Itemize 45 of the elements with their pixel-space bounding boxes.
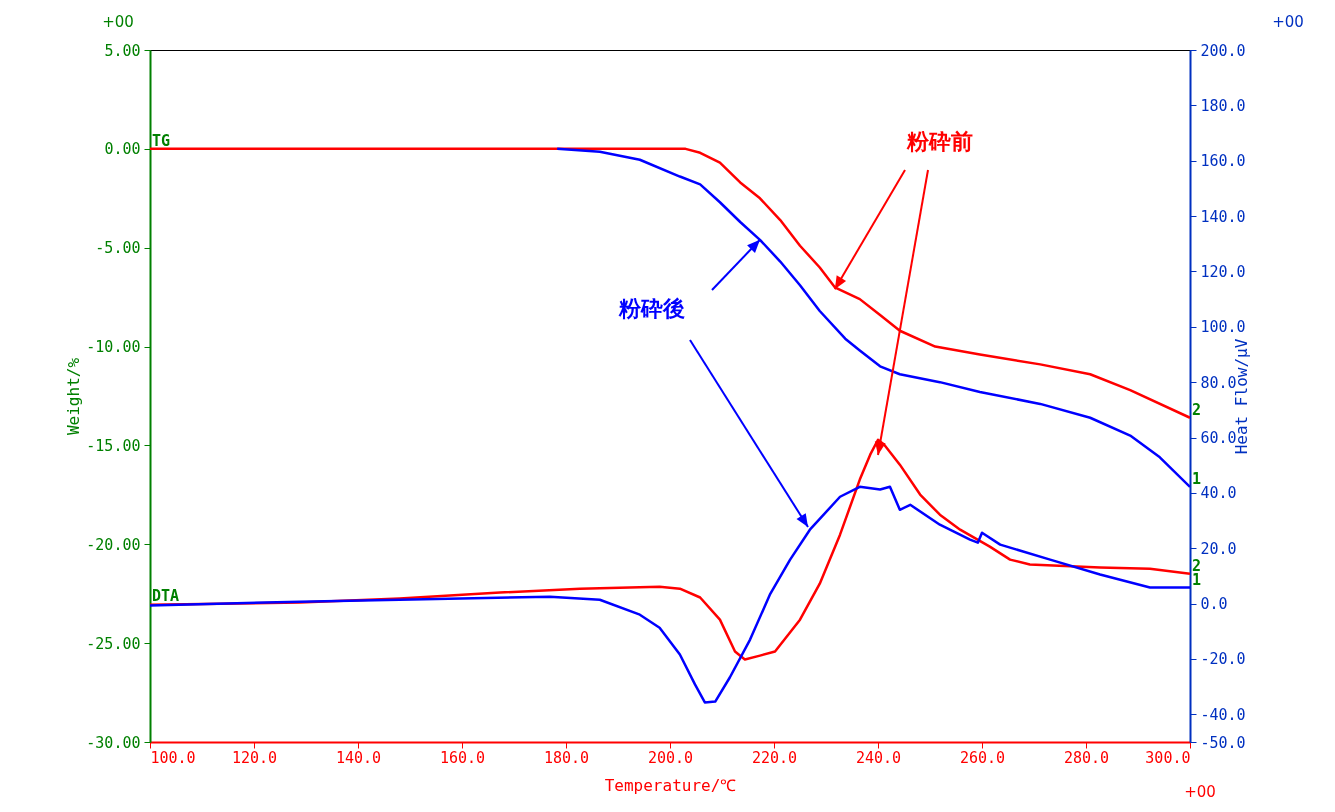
y2-tick-label: 20.0 (1200, 539, 1237, 558)
y2-tick-label: 0.0 (1200, 595, 1228, 614)
x-tick-label: 160.0 (439, 748, 486, 767)
annotation: 粉砕前 (906, 129, 973, 154)
y2-tick-label: -20.0 (1200, 650, 1246, 669)
y2-tick-label: 180.0 (1200, 96, 1246, 115)
y-tick-label: 5.00 (104, 41, 141, 60)
annotation: TG (152, 131, 171, 150)
x-tick-label: 220.0 (751, 748, 798, 767)
y2-tick-label: 80.0 (1200, 373, 1237, 392)
y2-tick-label: 120.0 (1200, 262, 1246, 281)
y-tick-label: -25.00 (86, 634, 141, 653)
y-tick-label: -20.00 (86, 535, 141, 554)
y-tick-label: -15.00 (86, 436, 141, 455)
y-tick-label: -5.00 (95, 239, 141, 258)
y2-tick-label: 140.0 (1200, 207, 1246, 226)
annotation: 1 (1192, 469, 1202, 488)
y2-tick-label: -50.0 (1200, 733, 1246, 752)
text: +00 (1184, 782, 1216, 801)
x-tick-label: 300.0 (1145, 748, 1191, 767)
annotation: 2 (1192, 400, 1202, 419)
y2-tick-label: 100.0 (1200, 318, 1246, 337)
x-tick-label: 180.0 (543, 748, 590, 767)
x-tick-label: 100.0 (150, 748, 196, 767)
x-tick-label: 280.0 (1063, 748, 1110, 767)
x-tick-label: 260.0 (959, 748, 1006, 767)
x-tick-label: 200.0 (647, 748, 694, 767)
annotation: DTA (152, 586, 180, 605)
y2-tick-label: 200.0 (1200, 41, 1246, 60)
annotation: 粉砕後 (618, 296, 685, 321)
y-tick-label: -10.00 (86, 338, 141, 357)
y-tick-label: 0.00 (104, 140, 141, 159)
x-tick-label: 240.0 (855, 748, 902, 767)
text: +00 (1272, 12, 1304, 31)
x-axis-title: Temperature/℃ (604, 775, 737, 795)
y-axis-title: Weight/% (64, 357, 84, 436)
y2-tick-label: 40.0 (1200, 484, 1237, 503)
y2-tick-label: -40.0 (1200, 705, 1246, 724)
line-series (150, 485, 1190, 704)
y-tick-label: -30.00 (86, 733, 141, 752)
text: +00 (102, 12, 134, 31)
y2-tick-label: 160.0 (1200, 152, 1246, 171)
x-tick-label: 120.0 (231, 748, 278, 767)
annotation: 1 (1192, 570, 1202, 589)
x-tick-label: 140.0 (335, 748, 382, 767)
